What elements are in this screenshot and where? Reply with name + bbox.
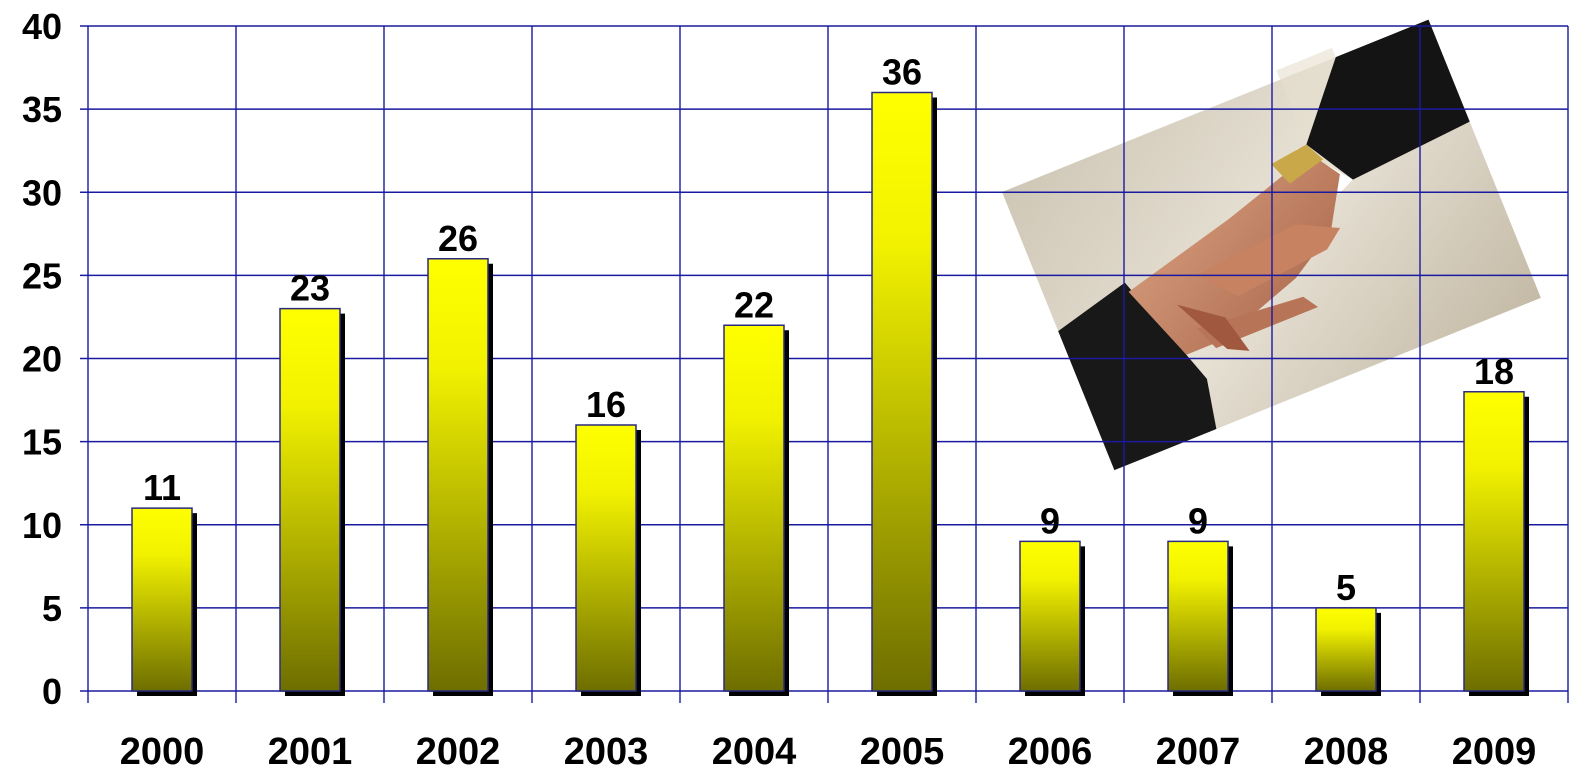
x-tick-label: 2004 — [712, 731, 797, 773]
bar-series: 11 23 26 16 22 36 9 9 5 18 — [131, 52, 1529, 696]
x-tick-label: 2008 — [1304, 731, 1389, 773]
y-tick-label: 0 — [42, 671, 62, 712]
bar-2008 — [1315, 607, 1377, 692]
y-tick-label: 35 — [22, 89, 62, 130]
x-tick-label: 2000 — [120, 731, 205, 773]
bar-2003 — [575, 424, 637, 692]
x-tick-label: 2009 — [1452, 731, 1537, 773]
x-tick-label: 2001 — [268, 731, 353, 773]
data-label: 5 — [1336, 567, 1356, 608]
bar-2009 — [1463, 391, 1525, 692]
data-label: 18 — [1474, 351, 1514, 392]
x-tick-label: 2005 — [860, 731, 945, 773]
y-tick-label: 15 — [22, 422, 62, 463]
x-axis: 2000 2001 2002 2003 2004 2005 2006 2007 2008 2009 — [120, 731, 1537, 773]
data-label: 9 — [1040, 500, 1060, 541]
data-label: 16 — [586, 384, 626, 425]
x-tick-label: 2006 — [1008, 731, 1093, 773]
bar-2006 — [1019, 540, 1081, 692]
data-label: 11 — [143, 467, 181, 508]
y-tick-label: 20 — [22, 339, 62, 380]
handshake-photo — [1002, 19, 1541, 471]
x-tick-label: 2002 — [416, 731, 501, 773]
y-axis: 0 5 10 15 20 25 30 35 40 — [22, 6, 62, 712]
data-label: 22 — [734, 284, 774, 325]
y-tick-label: 30 — [22, 172, 62, 213]
bar-2004 — [723, 324, 785, 692]
y-tick-label: 10 — [22, 505, 62, 546]
data-label: 9 — [1188, 500, 1208, 541]
bar-2005 — [871, 91, 933, 692]
y-tick-label: 25 — [22, 255, 62, 296]
bar-2000 — [131, 507, 193, 692]
x-tick-label: 2003 — [564, 731, 649, 773]
bar-2007 — [1167, 540, 1229, 692]
bar-2001 — [279, 307, 341, 692]
y-tick-label: 5 — [42, 588, 62, 629]
bar-2002 — [427, 258, 489, 692]
x-tick-label: 2007 — [1156, 731, 1241, 773]
data-label: 36 — [882, 52, 922, 93]
data-label: 26 — [438, 218, 478, 259]
data-label: 23 — [290, 268, 330, 309]
y-tick-label: 40 — [22, 6, 62, 47]
